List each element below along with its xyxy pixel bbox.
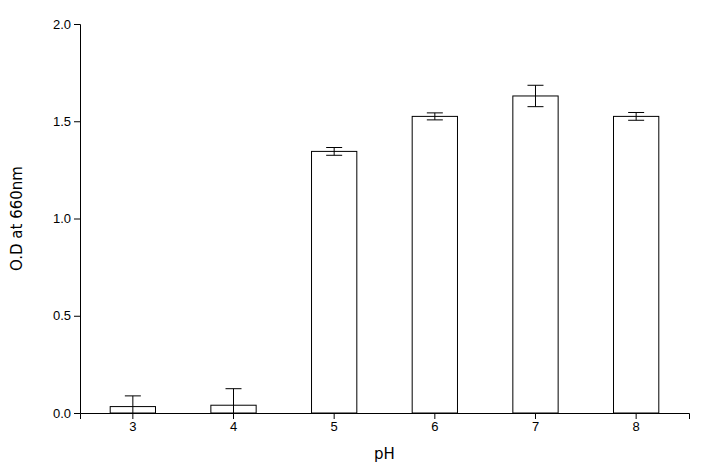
chart: 3 4 5 6 7 8 0.0 0.5 1.0 1.5 2.0 pH O.D at 660nm — [0, 0, 713, 473]
x-tick: 4 — [230, 413, 237, 434]
error-bar — [226, 389, 242, 413]
error-cap — [527, 106, 543, 107]
error-cap — [326, 155, 342, 156]
y-tick: 2.0 — [53, 17, 80, 32]
plot: 3 4 5 6 7 8 0.0 0.5 1.0 1.5 2.0 — [53, 17, 690, 435]
bar — [513, 96, 558, 413]
x-tick-mark — [535, 413, 536, 419]
y-tick-mark — [74, 413, 80, 414]
x-tick: 5 — [331, 413, 338, 434]
error-cap — [226, 388, 242, 389]
x-tick-label: 6 — [431, 419, 438, 434]
y-tick: 1.0 — [53, 211, 80, 226]
error-line — [434, 113, 435, 120]
x-tick-label: 5 — [331, 419, 338, 434]
error-cap — [125, 395, 141, 396]
error-line — [233, 389, 234, 413]
x-tick-label: 3 — [129, 419, 136, 434]
x-tick: 6 — [431, 413, 438, 434]
y-axis-title: O.D at 660nm — [8, 166, 26, 271]
y-tick-mark — [74, 219, 80, 220]
y-tick-mark — [74, 121, 80, 122]
error-cap — [326, 147, 342, 148]
error-bar — [326, 148, 342, 156]
y-axis: 0.0 0.5 1.0 1.5 2.0 — [53, 17, 81, 421]
error-bar — [125, 396, 141, 413]
x-tick-mark — [334, 413, 335, 419]
error-line — [535, 85, 536, 106]
error-cap — [427, 119, 443, 120]
error-line — [334, 148, 335, 156]
y-tick: 0.5 — [53, 308, 80, 323]
x-axis-title: pH — [374, 445, 395, 463]
error-bar — [527, 85, 543, 106]
y-tick-label: 0.5 — [53, 308, 71, 323]
error-cap — [527, 85, 543, 86]
error-line — [636, 112, 637, 120]
error-cap — [628, 112, 644, 113]
error-cap — [628, 120, 644, 121]
error-bar — [628, 112, 644, 120]
y-tick-label: 1.0 — [53, 211, 71, 226]
x-tick-mark — [233, 413, 234, 419]
x-axis-line — [81, 414, 690, 420]
x-tick: 7 — [532, 413, 539, 434]
x-tick-mark — [636, 413, 637, 419]
x-tick-label: 4 — [230, 419, 237, 434]
y-tick: 0.0 — [53, 406, 80, 421]
x-tick-label: 7 — [532, 419, 539, 434]
y-tick-label: 2.0 — [53, 17, 71, 32]
x-tick: 3 — [129, 413, 136, 434]
y-tick: 1.5 — [53, 114, 80, 129]
error-line — [132, 396, 133, 413]
y-tick-mark — [74, 316, 80, 317]
x-tick-mark — [132, 413, 133, 419]
y-axis-line — [74, 25, 81, 414]
x-tick-label: 8 — [633, 419, 640, 434]
marks — [110, 85, 659, 413]
x-tick-mark — [434, 413, 435, 419]
x-tick: 8 — [633, 413, 640, 434]
y-tick-label: 0.0 — [53, 406, 71, 421]
bar — [312, 151, 357, 413]
y-tick-label: 1.5 — [53, 114, 71, 129]
bar — [412, 116, 457, 413]
error-cap — [427, 112, 443, 113]
error-bar — [427, 113, 443, 120]
bar — [614, 116, 659, 413]
y-tick-mark — [74, 24, 80, 25]
x-axis: 3 4 5 6 7 8 — [81, 413, 690, 434]
